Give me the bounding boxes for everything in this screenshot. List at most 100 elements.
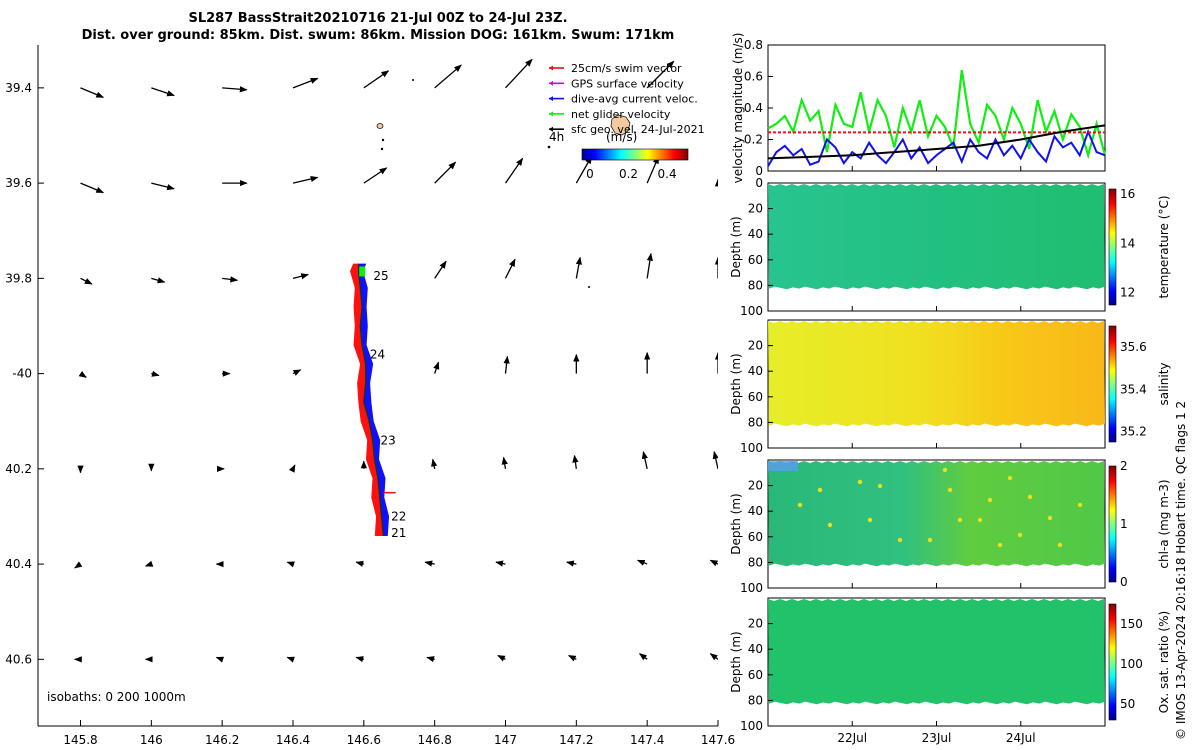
velocity-series-line bbox=[767, 128, 1106, 167]
section-colorbar-tick-label: 50 bbox=[1120, 697, 1135, 711]
vector-arrow bbox=[575, 155, 593, 184]
imos-caption: © IMOS 13-Apr-2024 20:16:18 Hobart time.… bbox=[1174, 401, 1188, 740]
section-y-tick-label: 40 bbox=[748, 364, 763, 378]
map-x-tick-label: 146.6 bbox=[347, 733, 381, 747]
vector-arrow bbox=[151, 277, 166, 284]
legend-label: dive-avg current veloc. bbox=[571, 93, 698, 106]
chl-spot bbox=[1057, 542, 1063, 548]
vector-arrow bbox=[504, 157, 524, 184]
day-label: 25 bbox=[373, 269, 388, 283]
map-frame bbox=[38, 45, 718, 726]
chl-spot bbox=[897, 537, 903, 543]
vector-arrow bbox=[426, 656, 435, 663]
velocity-series-line bbox=[767, 70, 1107, 160]
vector-arrow bbox=[501, 456, 508, 469]
section-y-tick-label: 100 bbox=[740, 441, 763, 455]
map-x-tick-label: 146.8 bbox=[417, 733, 451, 747]
vector-arrow bbox=[712, 450, 718, 469]
velocity-y-tick-label: 0.6 bbox=[744, 70, 763, 84]
island bbox=[588, 286, 590, 288]
section-colorbar bbox=[1108, 465, 1117, 583]
map-colorbar-tick-label: 0 bbox=[586, 167, 594, 181]
vector-arrow bbox=[363, 70, 390, 89]
vector-arrow bbox=[288, 464, 296, 473]
vector-arrow bbox=[222, 86, 248, 93]
vector-arrow bbox=[355, 656, 364, 663]
vector-arrow bbox=[709, 559, 718, 567]
map-colorbar-tick-label: 0.2 bbox=[619, 167, 638, 181]
map-legend: 25cm/s swim vector GPS surface velocity di… bbox=[549, 62, 705, 144]
date-tick-label: 24Jul bbox=[1006, 731, 1036, 745]
isobaths-label: isobaths: 0 200 1000m bbox=[47, 690, 186, 704]
day-labels: 25 24 23 22 21 bbox=[370, 269, 407, 540]
vector-arrow bbox=[222, 276, 239, 283]
velocity-y-tick-label: 0.8 bbox=[744, 38, 763, 52]
section-colorbar-tick-label: 1 bbox=[1120, 517, 1128, 531]
chl-spot bbox=[857, 479, 863, 485]
chl-spot bbox=[1027, 494, 1033, 500]
vector-arrow bbox=[646, 252, 653, 279]
section-y-tick-label: 100 bbox=[740, 719, 763, 733]
chl-spot bbox=[1047, 515, 1053, 521]
island bbox=[547, 145, 551, 149]
section-y-tick-label: 40 bbox=[748, 642, 763, 656]
vector-arrow bbox=[215, 656, 225, 663]
chl-surface-low bbox=[768, 461, 798, 471]
vector-arrow bbox=[144, 560, 154, 567]
map-axes: 145.8 146 146.2 146.4 146.6 146.8 147 147.2 147.… bbox=[5, 45, 735, 747]
vector-arrow bbox=[151, 87, 175, 97]
map-x-tick-label: 147.2 bbox=[559, 733, 593, 747]
map-colorbar-bar bbox=[581, 148, 689, 161]
day-label: 21 bbox=[391, 526, 406, 540]
section-colorbar-label: salinity bbox=[1157, 362, 1171, 405]
vector-arrow bbox=[292, 77, 319, 89]
colorbar-label: (m/s) bbox=[606, 130, 637, 144]
velocity-y-label: velocity magnitude (m/s) bbox=[731, 33, 745, 184]
section-colorbar-tick-label: 12 bbox=[1120, 286, 1135, 300]
vector-arrow bbox=[80, 182, 105, 194]
vector-arrow bbox=[572, 454, 579, 469]
section-colorbar-tick-label: 2 bbox=[1120, 459, 1128, 473]
section-colorbar-label: temperature (°C) bbox=[1157, 196, 1171, 299]
vector-arrow bbox=[497, 654, 506, 662]
velocity-axes-frame bbox=[767, 44, 1106, 172]
chl-spot bbox=[827, 522, 833, 528]
map-y-tick-label: 39.6 bbox=[5, 176, 32, 190]
map-colorbar: 0 0.2 0.4 bbox=[581, 148, 689, 181]
section-colorbar bbox=[1108, 603, 1117, 721]
track-line bbox=[357, 264, 384, 536]
section-y-tick-label: 40 bbox=[748, 227, 763, 241]
chl-spot bbox=[867, 517, 873, 523]
vector-arrow bbox=[74, 561, 83, 569]
figure-title-line2: Dist. over ground: 85km. Dist. swum: 86k… bbox=[82, 28, 675, 43]
vector-arrow bbox=[80, 87, 105, 98]
section-y-label: Depth (m) bbox=[729, 493, 743, 554]
section-colorbar-tick-label: 16 bbox=[1120, 187, 1135, 201]
section-data-body bbox=[768, 321, 1105, 427]
section-y-label: Depth (m) bbox=[729, 631, 743, 692]
section-y-tick-label: 20 bbox=[748, 617, 763, 631]
section-y-tick-label: 80 bbox=[748, 415, 763, 429]
chl-spot bbox=[942, 467, 948, 473]
vector-field bbox=[74, 58, 718, 663]
section-colorbar-tick-label: 35.4 bbox=[1120, 382, 1147, 396]
vector-arrow bbox=[505, 58, 533, 89]
vector-arrow bbox=[495, 560, 506, 567]
date-tick-label: 23Jul bbox=[922, 731, 952, 745]
section-y-tick-label: 80 bbox=[748, 693, 763, 707]
vector-arrow bbox=[363, 167, 388, 184]
section-colorbar-label: Ox. sat. ratio (%) bbox=[1157, 611, 1171, 713]
legend-swatch-head bbox=[549, 96, 553, 102]
map-x-tick-label: 145.8 bbox=[63, 733, 97, 747]
section-colorbar-tick-label: 100 bbox=[1120, 657, 1143, 671]
section-colorbar bbox=[1108, 325, 1117, 443]
chl-spot bbox=[997, 542, 1003, 548]
map-x-tick-label: 146.2 bbox=[205, 733, 239, 747]
section-data-body bbox=[768, 184, 1105, 290]
legend-swatch-head bbox=[549, 65, 553, 71]
section-colorbar-tick-label: 14 bbox=[1120, 236, 1135, 250]
vector-arrow bbox=[80, 277, 93, 285]
chl-spot bbox=[1007, 475, 1013, 481]
